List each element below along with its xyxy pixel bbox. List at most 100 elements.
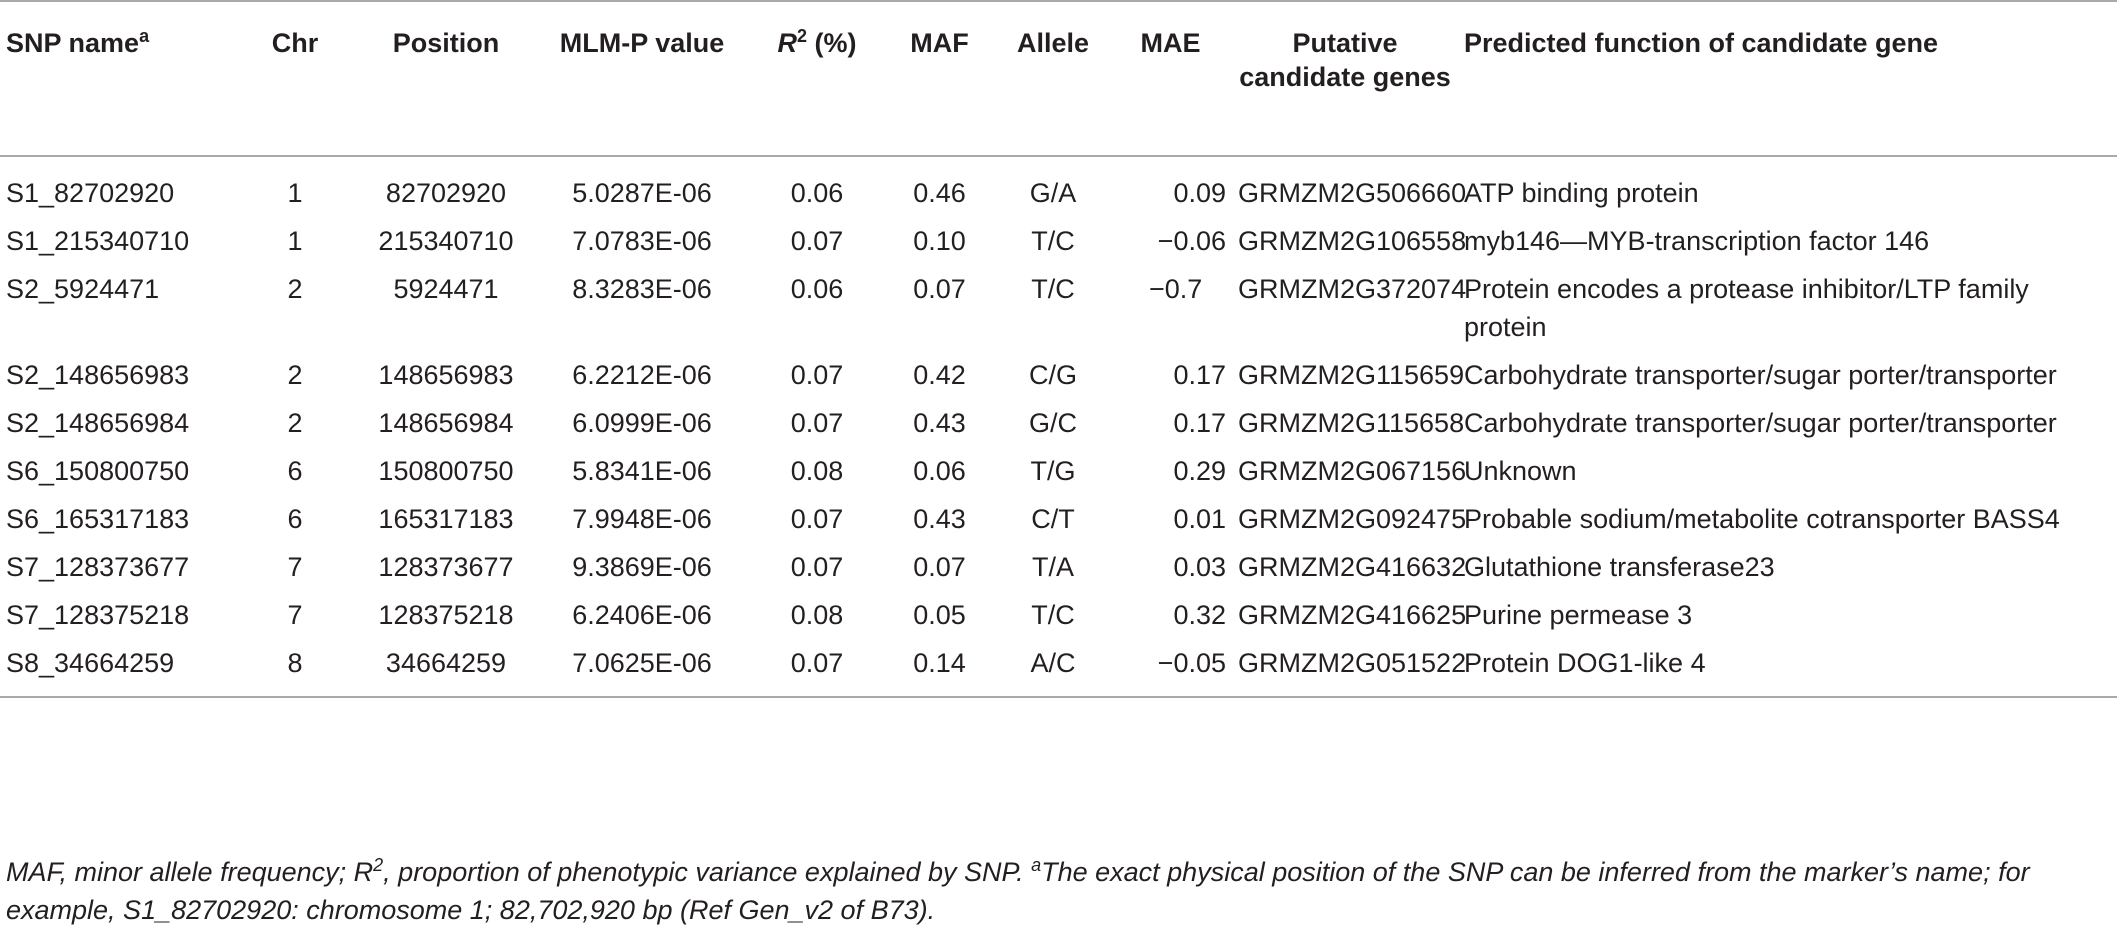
cell-chr: 2 <box>287 408 303 438</box>
cell-chr: 6 <box>287 504 303 534</box>
cell-allele: C/G <box>1028 360 1077 390</box>
cell-mlm-p-value: 7.9948E-06 <box>572 504 712 534</box>
table-body: S1_82702920 1 82702920 5.0287E-06 0.06 0… <box>0 156 2117 697</box>
cell-mlm-p-value: 6.0999E-06 <box>572 408 712 438</box>
table-row: S1_82702920 1 82702920 5.0287E-06 0.06 0… <box>0 156 2117 222</box>
cell-function: Protein encodes a protease inhibitor/LTP… <box>1464 274 2029 342</box>
cell-mlm-p-value: 5.8341E-06 <box>572 456 712 486</box>
cell-r-squared: 0.07 <box>790 360 844 390</box>
cell-maf: 0.42 <box>913 360 966 390</box>
cell-function: Unknown <box>1464 456 1577 486</box>
snp-table: SNP namea Chr Position MLM-P value R2 (%… <box>0 1 2117 697</box>
cell-position: 165317183 <box>378 504 514 534</box>
cell-allele: T/G <box>1030 456 1076 486</box>
table-row: S2_148656984 2 148656984 6.0999E-06 0.07… <box>0 404 2117 452</box>
cell-chr: 7 <box>287 600 303 630</box>
cell-snp-name: S6_150800750 <box>6 456 190 486</box>
cell-function: ATP binding protein <box>1464 178 1699 208</box>
cell-function: Protein DOG1-like 4 <box>1464 648 1706 678</box>
cell-maf: 0.14 <box>913 648 966 678</box>
header-row: SNP namea Chr Position MLM-P value R2 (%… <box>0 1 2117 156</box>
table-row: S8_34664259 8 34664259 7.0625E-06 0.07 0… <box>0 644 2117 697</box>
cell-maf: 0.05 <box>913 600 966 630</box>
table-row: S6_150800750 6 150800750 5.8341E-06 0.08… <box>0 452 2117 500</box>
table-row: S1_215340710 1 215340710 7.0783E-06 0.07… <box>0 222 2117 270</box>
cell-r-squared: 0.06 <box>790 274 844 304</box>
header-r-squared: R2 (%) <box>777 26 857 58</box>
header-maf: MAF <box>910 28 969 58</box>
cell-allele: T/C <box>1031 600 1075 630</box>
cell-maf: 0.07 <box>913 274 966 304</box>
cell-allele: T/A <box>1031 552 1074 582</box>
header-putative-genes: Putative candidate genes <box>1239 28 1451 92</box>
cell-allele: G/C <box>1028 408 1077 438</box>
cell-maf: 0.43 <box>913 504 966 534</box>
cell-position: 215340710 <box>378 226 514 256</box>
cell-function: Glutathione transferase23 <box>1464 552 1775 582</box>
cell-mae: 0.32 <box>1173 600 1226 630</box>
table-row: S2_148656983 2 148656983 6.2212E-06 0.07… <box>0 356 2117 404</box>
cell-maf: 0.46 <box>913 178 966 208</box>
cell-mlm-p-value: 7.0783E-06 <box>572 226 712 256</box>
cell-mlm-p-value: 9.3869E-06 <box>572 552 712 582</box>
cell-r-squared: 0.08 <box>790 456 844 486</box>
header-chr: Chr <box>271 28 319 58</box>
cell-allele: G/A <box>1029 178 1077 208</box>
cell-snp-name: S1_82702920 <box>6 178 175 208</box>
cell-position: 148656984 <box>378 408 514 438</box>
cell-r-squared: 0.08 <box>790 600 844 630</box>
header-allele: Allele <box>1016 28 1090 58</box>
cell-gene: GRMZM2G067156 <box>1238 456 1467 486</box>
cell-chr: 1 <box>287 226 303 256</box>
cell-snp-name: S2_148656983 <box>6 360 190 390</box>
table-row: S7_128375218 7 128375218 6.2406E-06 0.08… <box>0 596 2117 644</box>
cell-chr: 8 <box>287 648 303 678</box>
cell-position: 34664259 <box>385 648 507 678</box>
cell-chr: 1 <box>287 178 303 208</box>
cell-snp-name: S2_148656984 <box>6 408 190 438</box>
header-snp-name: SNP namea <box>6 26 150 58</box>
cell-function: myb146—MYB-transcription factor 146 <box>1464 226 1930 256</box>
cell-mlm-p-value: 6.2212E-06 <box>572 360 712 390</box>
cell-gene: GRMZM2G092475 <box>1238 504 1467 534</box>
cell-mae: −0.05 <box>1157 648 1226 678</box>
cell-allele: C/T <box>1031 504 1075 534</box>
cell-mlm-p-value: 8.3283E-06 <box>572 274 712 304</box>
cell-snp-name: S7_128375218 <box>6 600 190 630</box>
cell-position: 82702920 <box>385 178 507 208</box>
cell-position: 5924471 <box>393 274 499 304</box>
cell-chr: 2 <box>287 360 303 390</box>
cell-gene: GRMZM2G051522 <box>1238 648 1467 678</box>
cell-maf: 0.06 <box>913 456 966 486</box>
cell-mae: −0.06 <box>1157 226 1226 256</box>
cell-chr: 2 <box>287 274 303 304</box>
header-mae: MAE <box>1140 28 1201 58</box>
cell-snp-name: S2_5924471 <box>6 274 160 304</box>
cell-mae: 0.01 <box>1173 504 1226 534</box>
cell-gene: GRMZM2G416632 <box>1238 552 1467 582</box>
cell-gene: GRMZM2G115659 <box>1238 360 1465 390</box>
cell-gene: GRMZM2G106558 <box>1238 226 1467 256</box>
cell-allele: T/C <box>1031 274 1075 304</box>
cell-function: Purine permease 3 <box>1464 600 1693 630</box>
table-row: S6_165317183 6 165317183 7.9948E-06 0.07… <box>0 500 2117 548</box>
cell-r-squared: 0.07 <box>790 226 844 256</box>
table-header: SNP namea Chr Position MLM-P value R2 (%… <box>0 1 2117 156</box>
cell-chr: 7 <box>287 552 303 582</box>
cell-r-squared: 0.07 <box>790 552 844 582</box>
header-mlm-p-value: MLM-P value <box>559 28 725 58</box>
cell-mae: −0.7 <box>1149 274 1203 304</box>
cell-gene: GRMZM2G115658 <box>1238 408 1465 438</box>
cell-allele: T/C <box>1031 226 1075 256</box>
cell-mae: 0.09 <box>1173 178 1226 208</box>
cell-position: 128375218 <box>378 600 514 630</box>
cell-mae: 0.17 <box>1173 360 1226 390</box>
cell-mlm-p-value: 7.0625E-06 <box>572 648 712 678</box>
cell-snp-name: S1_215340710 <box>6 226 190 256</box>
footnote-marker: a <box>1031 855 1042 875</box>
cell-snp-name: S6_165317183 <box>6 504 190 534</box>
cell-function: Carbohydrate transporter/sugar porter/tr… <box>1464 360 2057 390</box>
cell-r-squared: 0.07 <box>790 504 844 534</box>
cell-gene: GRMZM2G372074 <box>1238 274 1467 304</box>
